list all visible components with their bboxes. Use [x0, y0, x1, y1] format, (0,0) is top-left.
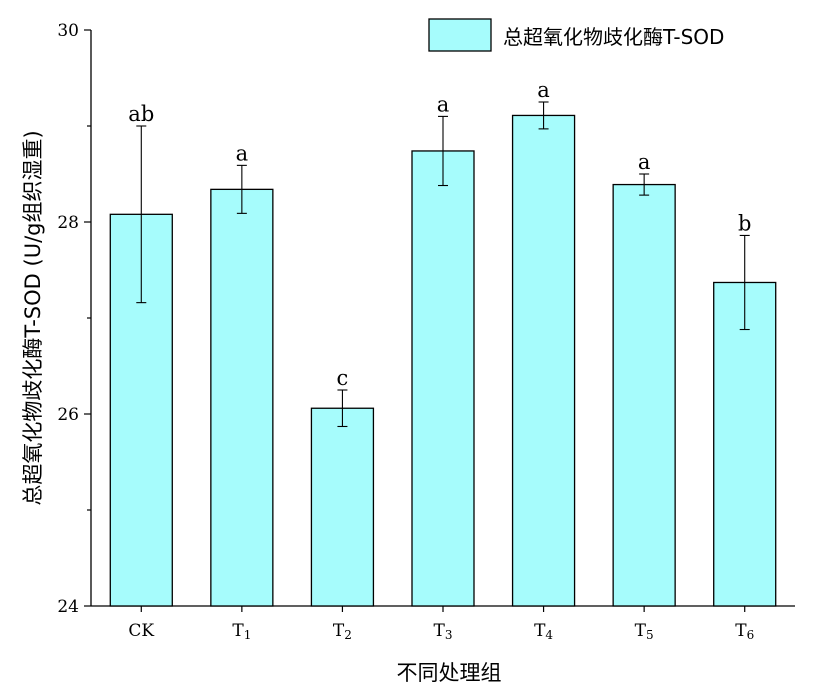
bar [713, 281, 777, 607]
y-tick-labels: 24 26 28 30 [57, 21, 79, 617]
x-tick-label: T5 [635, 621, 654, 642]
axes [84, 29, 795, 612]
x-tick-label: T3 [434, 621, 453, 642]
bar [109, 213, 173, 607]
bar [511, 114, 576, 607]
bar [612, 183, 676, 607]
x-axis-title: 不同处理组 [397, 661, 502, 685]
y-tick-label: 28 [57, 213, 79, 233]
x-tick-label: T4 [534, 621, 553, 642]
bar [411, 150, 475, 607]
bars [109, 114, 777, 607]
y-axis-title: 总超氧化物歧化酶T-SOD (U/g组织湿重) [21, 130, 45, 505]
x-tick-label: T6 [735, 621, 754, 642]
legend-label: 总超氧化物歧化酶T-SOD [503, 25, 724, 49]
y-tick-label: 26 [57, 405, 79, 425]
significance-label: a [638, 150, 651, 174]
significance-label: c [337, 366, 349, 390]
significance-label: a [236, 141, 249, 165]
bar [210, 188, 274, 607]
significance-label: b [738, 211, 751, 235]
legend-swatch [428, 18, 492, 52]
y-tick-label: 24 [57, 597, 79, 617]
x-tick-label: CK [128, 621, 154, 641]
significance-label: a [537, 78, 550, 102]
legend: 总超氧化物歧化酶T-SOD [428, 18, 724, 52]
x-tick-labels: CK T1 T2 T3 T4 T5 T6 [128, 621, 754, 642]
x-tick-label: T2 [333, 621, 352, 642]
significance-label: ab [128, 102, 154, 126]
y-tick-label: 30 [57, 21, 79, 41]
bar [310, 407, 375, 607]
significance-label: a [437, 92, 450, 116]
error-bars [136, 101, 750, 428]
x-tick-label: T1 [232, 621, 251, 642]
